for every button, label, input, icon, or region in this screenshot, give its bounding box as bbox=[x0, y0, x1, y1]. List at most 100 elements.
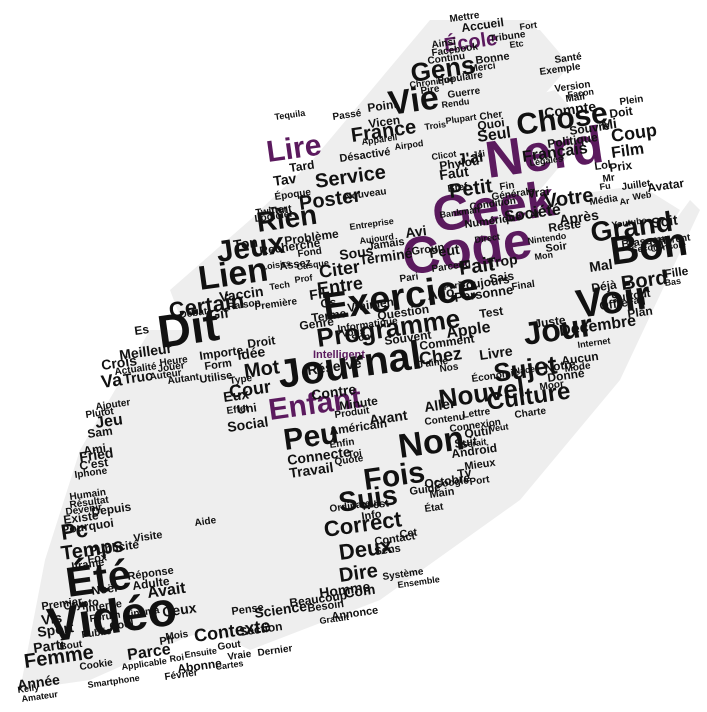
cloud-word: Faut bbox=[438, 163, 470, 183]
cloud-word: Suit bbox=[453, 434, 477, 451]
cloud-word: Noël bbox=[90, 580, 118, 597]
cloud-word: Vous bbox=[341, 326, 366, 340]
cloud-word: Jouer bbox=[157, 360, 186, 375]
cloud-word: Pari bbox=[399, 271, 419, 285]
cloud-word: Ton bbox=[232, 234, 259, 253]
cloud-word: Santé bbox=[554, 51, 583, 66]
cloud-word: Mi bbox=[600, 115, 618, 133]
cloud-word: Gout bbox=[217, 639, 242, 653]
cloud-word: Son bbox=[351, 331, 371, 345]
cloud-word: Bout bbox=[59, 639, 84, 653]
cloud-word: Sous bbox=[338, 242, 374, 263]
cloud-word: Contre bbox=[310, 381, 357, 403]
cloud-word: Va bbox=[100, 369, 125, 392]
cloud-word: Assez bbox=[279, 257, 313, 273]
cloud-word: Octobre bbox=[423, 471, 471, 491]
cloud-word: Besoin bbox=[307, 598, 345, 615]
cloud-word: Guide bbox=[409, 482, 442, 498]
cloud-word: Cher bbox=[479, 109, 503, 123]
cloud-word: Avant bbox=[368, 407, 409, 428]
cloud-word: Aucun bbox=[560, 349, 599, 368]
cloud-word: J'ai bbox=[456, 149, 484, 169]
cloud-word: Produit bbox=[334, 405, 371, 421]
cloud-word: N'est bbox=[362, 497, 390, 513]
cloud-word: Réservé bbox=[306, 355, 362, 378]
cloud-word: Contact bbox=[374, 530, 417, 548]
cloud-word: Notre bbox=[543, 357, 576, 375]
cloud-word: Tv bbox=[456, 465, 472, 481]
cloud-word: Enfin bbox=[329, 437, 355, 451]
cloud-word: Terme bbox=[310, 306, 347, 325]
cloud-word: Tard bbox=[288, 158, 315, 175]
cloud-word: Passé bbox=[332, 108, 363, 123]
cloud-word: Truc bbox=[122, 367, 154, 387]
cloud-word: Terminé bbox=[358, 245, 413, 268]
cloud-word: Fille bbox=[663, 264, 689, 281]
cloud-word: Auteur bbox=[149, 368, 183, 383]
cloud-word: Heure bbox=[159, 354, 189, 369]
cloud-word: Interne bbox=[85, 598, 123, 615]
cloud-word: Premier bbox=[41, 595, 84, 613]
cloud-word: Souvent bbox=[383, 328, 432, 348]
cloud-word: Lire bbox=[264, 129, 323, 169]
cloud-word: Abonne bbox=[176, 656, 222, 676]
cloud-word: Dire bbox=[338, 560, 380, 587]
cloud-word: Lol bbox=[594, 159, 612, 173]
cloud-word: Kelly bbox=[17, 682, 40, 695]
cloud-word: Main bbox=[429, 486, 456, 501]
cloud-word: Logiciel bbox=[254, 209, 293, 225]
cloud-word: Mr bbox=[602, 172, 616, 185]
cloud-word: Merci bbox=[469, 60, 497, 75]
cloud-word: Ainsi bbox=[431, 37, 457, 51]
cloud-word: Fait bbox=[458, 253, 497, 280]
cloud-word: Direct bbox=[474, 232, 501, 245]
cloud-word: Loisirs bbox=[261, 258, 292, 272]
cloud-word: Parcequ bbox=[431, 259, 472, 275]
cloud-word: Cool bbox=[109, 618, 135, 633]
cloud-word: Accueil bbox=[460, 15, 504, 35]
cloud-word: Quoi bbox=[476, 115, 505, 133]
cloud-word: Ah bbox=[529, 208, 542, 220]
cloud-word: Juste bbox=[533, 313, 566, 331]
cloud-word: Bas bbox=[664, 276, 682, 288]
cloud-word: Bonne bbox=[475, 50, 511, 67]
cloud-word: Adulte bbox=[131, 574, 170, 593]
cloud-word: Vaccin bbox=[218, 283, 264, 305]
pencil-body bbox=[20, 30, 680, 690]
cloud-word: Youtube bbox=[611, 215, 647, 230]
cloud-word: Plupart bbox=[445, 112, 477, 126]
cloud-word: Toi bbox=[347, 448, 363, 461]
cloud-word: Cookie bbox=[79, 657, 114, 673]
cloud-word: Minute bbox=[338, 394, 379, 413]
cloud-word: Mieux bbox=[464, 457, 497, 473]
cloud-word: Reste bbox=[547, 217, 582, 235]
cloud-word: Console bbox=[650, 239, 687, 254]
cloud-word: Aide bbox=[194, 515, 217, 529]
cloud-word: Vicen bbox=[367, 113, 400, 131]
cloud-word: Visite bbox=[133, 529, 164, 545]
cloud-word: Parti bbox=[32, 636, 65, 656]
cloud-word: Jamais bbox=[367, 236, 406, 253]
cloud-word: Google bbox=[434, 475, 470, 491]
cloud-word: Nos bbox=[439, 361, 460, 375]
cloud-word: Soit bbox=[650, 211, 679, 231]
cloud-word: Sport bbox=[36, 619, 75, 640]
cloud-word: Point bbox=[366, 97, 398, 115]
cloud-word: Tant bbox=[269, 203, 293, 218]
cloud-word: Raison bbox=[227, 297, 262, 313]
cloud-word: Mode bbox=[564, 360, 592, 375]
cloud-word: Guerre bbox=[447, 85, 481, 101]
cloud-word: Tav bbox=[272, 170, 297, 189]
cloud-word: Voir bbox=[573, 273, 653, 327]
cloud-word: Sens bbox=[374, 542, 402, 558]
cloud-word: Place bbox=[511, 364, 536, 377]
cloud-word: Droit bbox=[246, 333, 276, 351]
cloud-word: Prof bbox=[294, 272, 314, 285]
cloud-word: Final bbox=[511, 279, 536, 293]
cloud-word: Mail bbox=[565, 91, 586, 105]
cloud-word: Film bbox=[610, 141, 645, 162]
cloud-word: Meilleur bbox=[118, 340, 173, 363]
cloud-word: Mettre bbox=[449, 10, 481, 25]
cloud-word: Jeu bbox=[94, 411, 124, 432]
